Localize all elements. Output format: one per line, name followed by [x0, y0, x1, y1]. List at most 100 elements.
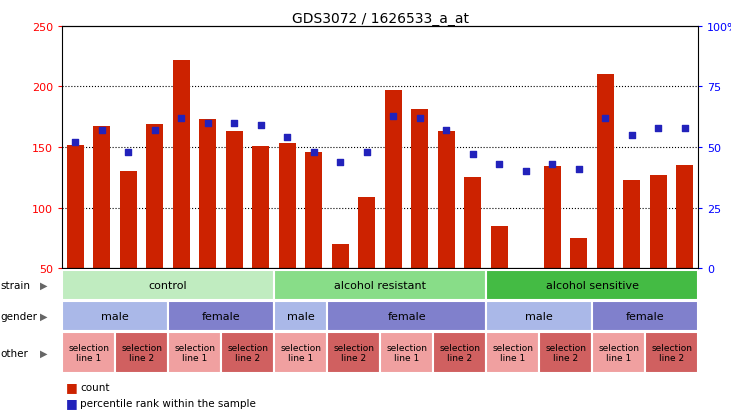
Bar — [120, 172, 137, 268]
Bar — [539, 332, 592, 373]
Bar — [433, 332, 486, 373]
Bar — [62, 301, 168, 331]
Text: GDS3072 / 1626533_a_at: GDS3072 / 1626533_a_at — [292, 12, 469, 26]
Bar — [491, 226, 508, 268]
Bar — [624, 180, 640, 268]
Bar — [62, 332, 115, 373]
Point — [387, 113, 399, 119]
Text: female: female — [626, 311, 664, 321]
Bar — [200, 120, 216, 268]
Point — [123, 149, 135, 156]
Point — [679, 125, 691, 132]
Text: selection
line 2: selection line 2 — [545, 343, 586, 362]
Text: female: female — [202, 311, 240, 321]
Text: selection
line 2: selection line 2 — [651, 343, 692, 362]
Bar — [358, 197, 376, 268]
Bar — [385, 91, 402, 268]
Point — [361, 149, 373, 156]
Point — [202, 120, 213, 127]
Text: male: male — [102, 311, 129, 321]
Text: selection
line 1: selection line 1 — [386, 343, 427, 362]
Text: control: control — [149, 280, 187, 290]
Text: ■: ■ — [66, 380, 77, 394]
Bar — [327, 332, 380, 373]
Bar — [412, 110, 428, 268]
Point — [520, 169, 531, 175]
Text: selection
line 1: selection line 1 — [174, 343, 215, 362]
Bar — [650, 176, 667, 268]
Bar — [596, 75, 614, 268]
Bar — [380, 332, 433, 373]
Point — [281, 135, 293, 141]
Point — [441, 128, 452, 134]
Point — [69, 140, 81, 146]
Text: male: male — [287, 311, 314, 321]
Text: selection
line 1: selection line 1 — [280, 343, 321, 362]
Point — [414, 115, 425, 122]
Text: strain: strain — [1, 280, 31, 290]
Text: ▶: ▶ — [40, 348, 48, 358]
Point — [493, 161, 505, 168]
Point — [335, 159, 346, 166]
Point — [467, 152, 479, 158]
Point — [626, 132, 637, 139]
Text: male: male — [526, 311, 553, 321]
Bar — [67, 145, 84, 268]
Text: alcohol resistant: alcohol resistant — [334, 280, 426, 290]
Bar — [592, 301, 698, 331]
Point — [547, 161, 558, 168]
Point — [229, 120, 240, 127]
Point — [573, 166, 585, 173]
Point — [96, 128, 107, 134]
Bar — [518, 268, 534, 317]
Point — [599, 115, 611, 122]
Bar — [146, 125, 164, 268]
Bar — [676, 166, 694, 268]
Bar — [274, 332, 327, 373]
Text: count: count — [80, 382, 110, 392]
Bar — [274, 301, 327, 331]
Bar — [62, 271, 274, 300]
Point — [149, 128, 161, 134]
Bar — [115, 332, 168, 373]
Point — [175, 115, 187, 122]
Text: percentile rank within the sample: percentile rank within the sample — [80, 398, 257, 408]
Text: selection
line 2: selection line 2 — [333, 343, 374, 362]
Bar — [173, 61, 190, 268]
Bar — [94, 127, 110, 268]
Bar — [486, 271, 698, 300]
Bar — [274, 271, 486, 300]
Bar — [327, 301, 486, 331]
Bar — [438, 132, 455, 268]
Text: selection
line 1: selection line 1 — [598, 343, 639, 362]
Bar — [168, 301, 274, 331]
Text: selection
line 2: selection line 2 — [121, 343, 162, 362]
Bar — [221, 332, 274, 373]
Bar — [544, 167, 561, 268]
Bar — [306, 152, 322, 268]
Bar — [226, 132, 243, 268]
Bar — [570, 238, 588, 268]
Bar — [486, 332, 539, 373]
Text: gender: gender — [1, 311, 38, 321]
Bar — [279, 144, 296, 268]
Bar — [464, 178, 482, 268]
Text: ■: ■ — [66, 396, 77, 409]
Text: selection
line 1: selection line 1 — [492, 343, 533, 362]
Bar — [168, 332, 221, 373]
Bar — [645, 332, 698, 373]
Bar — [252, 147, 270, 268]
Point — [308, 149, 319, 156]
Point — [653, 125, 664, 132]
Bar — [486, 301, 592, 331]
Text: ▶: ▶ — [40, 311, 48, 321]
Text: ▶: ▶ — [40, 280, 48, 290]
Bar — [592, 332, 645, 373]
Text: selection
line 1: selection line 1 — [68, 343, 109, 362]
Text: selection
line 2: selection line 2 — [227, 343, 268, 362]
Text: alcohol sensitive: alcohol sensitive — [545, 280, 639, 290]
Text: other: other — [1, 348, 29, 358]
Text: female: female — [387, 311, 426, 321]
Point — [255, 123, 267, 129]
Bar — [332, 244, 349, 268]
